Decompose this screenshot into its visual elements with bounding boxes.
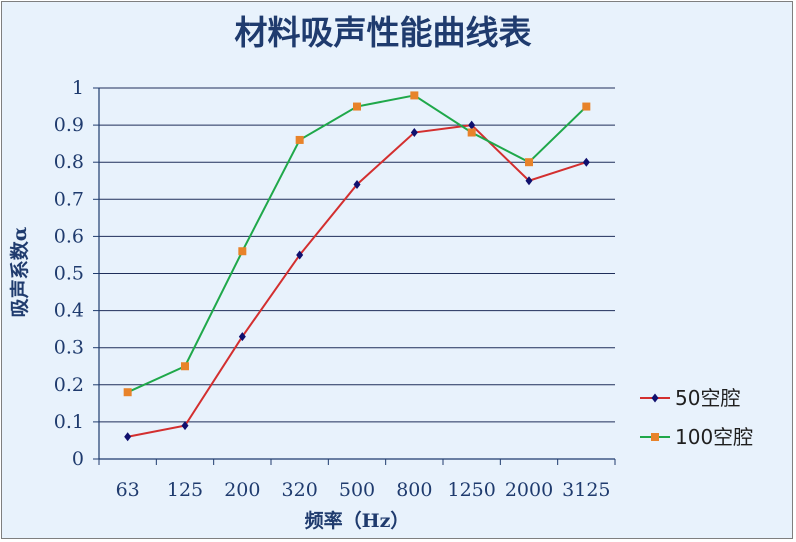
y-tick-label: 1 (72, 77, 84, 99)
data-point-marker (238, 247, 247, 256)
data-point-marker (410, 128, 418, 138)
data-point-marker (353, 179, 361, 189)
legend: 50空腔 100空腔 (640, 386, 753, 449)
y-tick-label: 0 (72, 448, 84, 470)
x-tick-label: 1250 (447, 479, 495, 501)
x-tick-label: 125 (167, 479, 203, 501)
axes (98, 88, 616, 465)
y-tick-label: 0.1 (54, 411, 84, 433)
legend-label: 100空腔 (675, 425, 753, 449)
data-point-marker (181, 362, 189, 371)
x-tick-label: 320 (282, 479, 318, 501)
gridlines (93, 87, 615, 460)
x-tick-labels: 63 125 200 320 500 800 1250 2000 3125 (116, 479, 611, 501)
data-point-marker (582, 102, 591, 111)
legend-label: 50空腔 (675, 386, 740, 410)
data-point-marker (468, 120, 476, 130)
data-point-marker (295, 135, 304, 144)
data-point-marker (238, 332, 246, 342)
series-line-1 (127, 124, 587, 438)
data-point-marker (410, 91, 419, 100)
y-tick-label: 0.3 (54, 337, 84, 359)
y-tick-label: 0.4 (54, 300, 84, 322)
series-group (123, 91, 591, 442)
data-point-marker (525, 158, 533, 167)
x-tick-label: 200 (224, 479, 260, 501)
data-point-marker (296, 250, 304, 260)
x-tick-label: 3125 (562, 479, 610, 501)
x-tick-label: 500 (339, 479, 375, 501)
chart-title: 材料吸声性能曲线表 (235, 13, 532, 52)
data-point-marker (124, 432, 132, 442)
y-tick-label: 0.8 (54, 151, 84, 173)
x-tick-label: 800 (396, 479, 432, 501)
y-tick-label: 0.2 (54, 374, 84, 396)
y-tick-label: 0.5 (54, 263, 84, 285)
data-point-marker (353, 102, 361, 111)
data-point-marker (467, 128, 476, 137)
x-tick-label: 2000 (505, 479, 553, 501)
y-tick-label: 0.7 (54, 188, 84, 210)
x-axis-label: 频率（Hz） (305, 509, 410, 532)
legend-marker (651, 393, 659, 403)
data-point-marker (181, 421, 189, 431)
y-axis-label: 吸声系数α (8, 226, 31, 317)
data-point-marker (582, 157, 590, 167)
y-tick-labels: 0 0.1 0.2 0.3 0.4 0.5 0.6 0.7 0.8 0.9 1 (54, 77, 84, 470)
data-point-marker (525, 176, 533, 186)
y-tick-label: 0.9 (54, 114, 84, 136)
data-point-marker (123, 388, 132, 397)
legend-marker (651, 433, 659, 441)
x-tick-label: 63 (116, 479, 140, 501)
y-tick-label: 0.6 (54, 225, 84, 247)
